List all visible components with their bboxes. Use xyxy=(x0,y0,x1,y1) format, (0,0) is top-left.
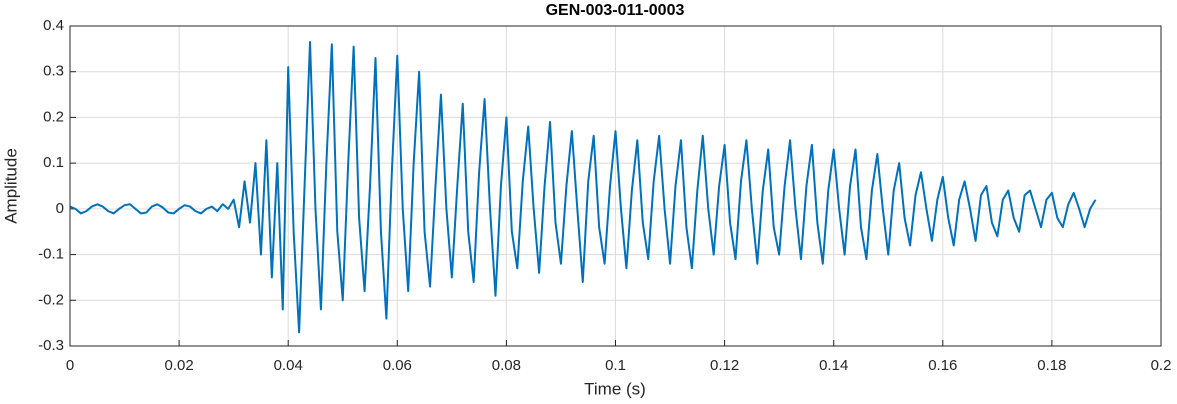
y-tick-label: -0.2 xyxy=(38,291,64,308)
y-tick-label: -0.3 xyxy=(38,337,64,354)
x-axis-label: Time (s) xyxy=(584,379,646,398)
y-tick-label: 0.2 xyxy=(43,108,64,125)
x-tick-label: 0.12 xyxy=(710,357,739,374)
plot-frame xyxy=(69,25,1162,347)
y-tick-label: -0.1 xyxy=(38,246,64,263)
x-tick-label: 0 xyxy=(66,357,74,374)
y-axis-label: Amplitude xyxy=(1,148,20,224)
x-tick-label: 0.08 xyxy=(492,357,521,374)
y-tick-label: 0 xyxy=(56,200,64,217)
waveform-line xyxy=(69,41,1097,334)
x-tick-label: 0.16 xyxy=(928,357,957,374)
x-tick-label: 0.14 xyxy=(819,357,848,374)
chart-title: GEN-003-011-0003 xyxy=(546,2,685,19)
y-tick-label: 0.1 xyxy=(43,154,64,171)
x-tick-label: 0.02 xyxy=(164,357,193,374)
y-tick-label: 0.4 xyxy=(43,17,64,34)
x-tick-label: 0.1 xyxy=(605,357,626,374)
x-tick-label: 0.06 xyxy=(383,357,412,374)
x-tick-label: 0.18 xyxy=(1037,357,1066,374)
x-tick-label: 0.04 xyxy=(274,357,303,374)
y-tick-label: 0.3 xyxy=(43,63,64,80)
x-tick-label: 0.2 xyxy=(1151,357,1172,374)
